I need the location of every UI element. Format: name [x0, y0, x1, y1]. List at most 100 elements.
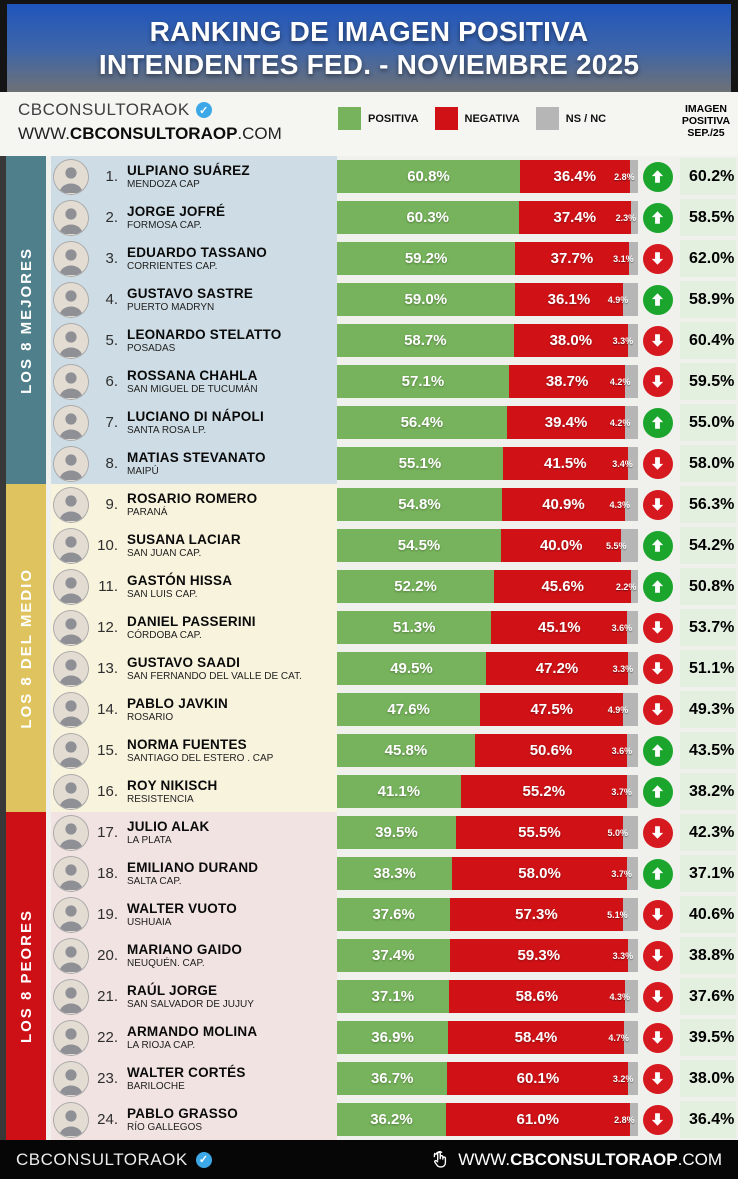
positive-segment: 58.7%: [337, 324, 514, 357]
title-bar: RANKING DE IMAGEN POSITIVA INTENDENTES F…: [0, 0, 738, 92]
ranking-row: 12. DANIEL PASSERINI CÓRDOBA CAP. 51.3% 45.1…: [51, 607, 738, 648]
ranking-row: 17. JULIO ALAK LA PLATA 39.5% 55.5% 5.0% 42.3%: [51, 812, 738, 853]
trend-cell: [638, 894, 677, 935]
down-arrow-icon: [642, 653, 673, 684]
ranking-row: 23. WALTER CORTÉS BARILOCHE 36.7% 60.1% 3.2% 3…: [51, 1058, 738, 1099]
positive-value: 38.3%: [373, 865, 416, 882]
person-info: LEONARDO STELATTO POSADAS: [127, 327, 281, 355]
positive-value: 37.4%: [372, 947, 415, 964]
negative-segment: 55.5%: [455, 816, 623, 849]
person-info: JORGE JOFRÉ FORMOSA CAP.: [127, 204, 225, 232]
down-arrow-icon: [642, 1063, 673, 1094]
legend-item-nsnc: NS / NC: [535, 107, 606, 130]
previous-value: 55.0%: [680, 404, 736, 441]
footer-site-bold: CBCONSULTORAOP: [510, 1149, 678, 1169]
person-name: ARMANDO MOLINA: [127, 1023, 258, 1039]
person-name: GUSTAVO SAADI: [127, 654, 241, 670]
nsnc-value: 4.2%: [609, 417, 631, 428]
nsnc-segment: [628, 1062, 638, 1095]
trend-cell: [638, 976, 677, 1017]
person-name: ROY NIKISCH: [127, 777, 218, 793]
footer-website-link[interactable]: WWW.CBCONSULTORAOP.COM: [429, 1149, 722, 1171]
negative-value: 45.1%: [538, 619, 581, 636]
previous-column-header: IMAGEN POSITIVA SEP./25: [676, 103, 736, 139]
nsnc-value: 3.7%: [611, 786, 632, 797]
legend-item-negativa: NEGATIVA: [434, 107, 520, 130]
ranking-row: 1. ULPIANO SUÁREZ MENDOZA CAP 60.8% 36.4% 2.8…: [51, 156, 738, 197]
nsnc-value: 2.2%: [615, 581, 637, 592]
rank-number: 22.: [97, 1029, 118, 1046]
previous-value: 58.0%: [680, 445, 736, 482]
person-name: JULIO ALAK: [127, 818, 210, 834]
ranking-row: 9. ROSARIO ROMERO PARANÁ 54.8% 40.9% 4.3% 56.3…: [51, 484, 738, 525]
person-cell: 9. ROSARIO ROMERO PARANÁ: [51, 484, 337, 525]
positive-value: 49.5%: [390, 660, 433, 677]
person-city: FORMOSA CAP.: [127, 219, 202, 231]
person-info: MARIANO GAIDO NEUQUÉN. CAP.: [127, 942, 242, 970]
nsnc-value: 5.1%: [607, 909, 628, 920]
positive-value: 59.2%: [404, 250, 448, 267]
positive-segment: 55.1%: [337, 447, 503, 480]
negative-value: 40.0%: [539, 537, 583, 554]
ranking-row: 11. GASTÓN HISSA SAN LUIS CAP. 52.2% 45.6% 2.…: [51, 566, 738, 607]
rank-number: 16.: [97, 783, 118, 800]
ranking-row: 7. LUCIANO DI NÁPOLI SANTA ROSA LP. 56.4% 39…: [51, 402, 738, 443]
stacked-bar: 60.3% 37.4% 2.3%: [337, 201, 638, 234]
rank-number: 19.: [97, 906, 118, 923]
person-info: ROSARIO ROMERO PARANÁ: [127, 491, 257, 519]
rank-number: 8.: [105, 455, 118, 472]
rank-number: 5.: [105, 332, 118, 349]
ranking-row: 19. WALTER VUOTO USHUAIA 37.6% 57.3% 5.1% 40.6…: [51, 894, 738, 935]
person-name: NORMA FUENTES: [127, 736, 247, 752]
positive-value: 37.1%: [371, 988, 415, 1005]
person-cell: 24. PABLO GRASSO RÍO GALLEGOS: [51, 1099, 337, 1140]
negative-value: 39.4%: [544, 414, 588, 431]
stacked-bar: 41.1% 55.2% 3.7%: [337, 775, 638, 808]
person-avatar: [54, 569, 88, 604]
person-cell: 23. WALTER CORTÉS BARILOCHE: [51, 1058, 337, 1099]
person-avatar: [54, 159, 88, 194]
previous-value: 60.2%: [680, 158, 736, 195]
group-label: LOS 8 DEL MEDIO: [17, 567, 35, 729]
negative-value: 47.5%: [530, 701, 574, 718]
negativa-swatch-icon: [434, 107, 458, 130]
up-arrow-icon: [642, 161, 673, 192]
rank-number: 10.: [97, 537, 118, 554]
trend-cell: [638, 361, 677, 402]
person-cell: 20. MARIANO GAIDO NEUQUÉN. CAP.: [51, 935, 337, 976]
positive-segment: 51.3%: [337, 611, 492, 644]
positive-segment: 37.1%: [337, 980, 449, 1013]
trend-cell: [638, 320, 677, 361]
person-city: ROSARIO: [127, 711, 174, 723]
person-city: MAIPÚ: [127, 465, 159, 477]
page-title-line2: INTENDENTES FED. - NOVIEMBRE 2025: [98, 49, 640, 80]
previous-value: 60.4%: [680, 322, 736, 359]
rank-number: 12.: [97, 619, 118, 636]
person-name: SUSANA LACIAR: [127, 531, 241, 547]
legend-item-positiva: POSITIVA: [338, 107, 419, 130]
trend-cell: [638, 238, 677, 279]
person-cell: 1. ULPIANO SUÁREZ MENDOZA CAP: [51, 156, 337, 197]
nsnc-value: 4.2%: [609, 376, 631, 387]
person-city: CÓRDOBA CAP.: [127, 629, 202, 641]
left-edge: [0, 156, 6, 1140]
person-avatar: [54, 979, 88, 1014]
negative-segment: 40.0%: [501, 529, 622, 562]
rows: 1. ULPIANO SUÁREZ MENDOZA CAP 60.8% 36.4% 2.8…: [51, 156, 738, 1140]
person-name: LEONARDO STELATTO: [127, 326, 282, 342]
stacked-bar: 37.6% 57.3% 5.1%: [337, 898, 638, 931]
footer-site-suffix: .COM: [677, 1149, 722, 1169]
trend-cell: [638, 156, 677, 197]
nsnc-segment: [628, 324, 638, 357]
stacked-bar: 60.8% 36.4% 2.8%: [337, 160, 638, 193]
person-info: LUCIANO DI NÁPOLI SANTA ROSA LP.: [127, 409, 264, 437]
nsnc-segment: [627, 734, 638, 767]
rank-number: 9.: [105, 496, 118, 513]
website-link[interactable]: WWW.CBCONSULTORAOP.COM: [18, 124, 282, 144]
stacked-bar: 49.5% 47.2% 3.3%: [337, 652, 638, 685]
ranking-row: 14. PABLO JAVKIN ROSARIO 47.6% 47.5% 4.9% 49.3…: [51, 689, 738, 730]
nsnc-value: 3.7%: [611, 868, 632, 879]
legend-label: NEGATIVA: [464, 112, 520, 125]
person-city: SANTA ROSA LP.: [127, 424, 207, 436]
rank-number: 23.: [97, 1070, 118, 1087]
